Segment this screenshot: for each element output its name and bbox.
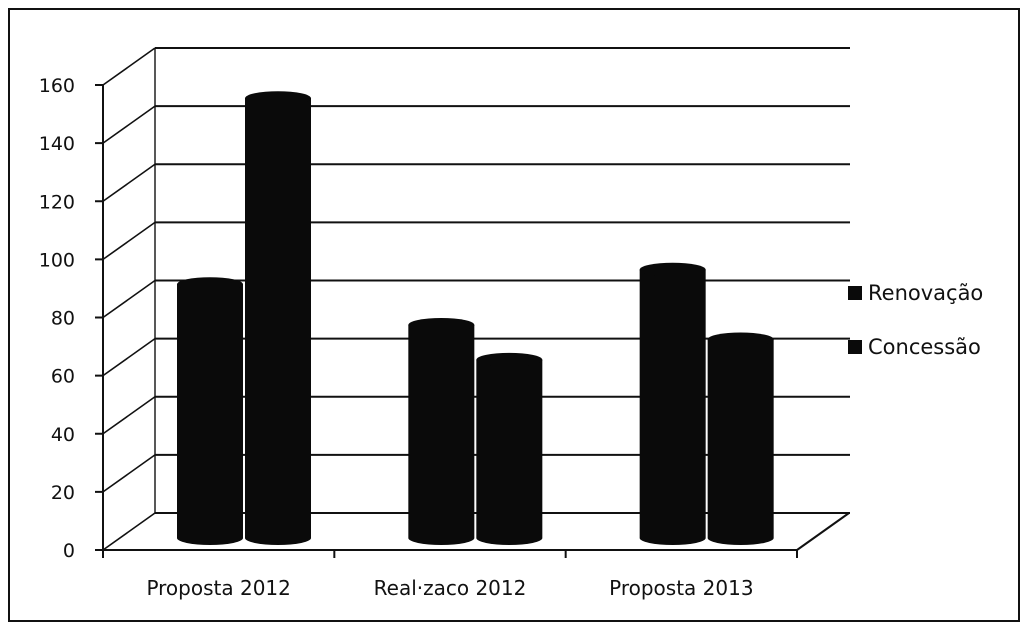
legend-swatch-concessao (848, 340, 862, 354)
bar-body (177, 284, 243, 545)
legend-swatch-renovacao (848, 286, 862, 300)
side-wall-line (102, 454, 156, 493)
side-wall-line (102, 47, 156, 86)
bar-renovacao-proposta-2012 (177, 277, 243, 545)
y-tick-label: 20 (51, 482, 75, 504)
y-tick-label: 160 (39, 75, 75, 97)
bar-cap (177, 277, 243, 292)
bar-body (639, 269, 706, 545)
bar-cap (639, 262, 706, 277)
bar-concessao-proposta-2012 (245, 91, 311, 545)
y-tick-label: 40 (51, 424, 75, 446)
bar-cap (245, 91, 311, 106)
side-wall-line (102, 337, 156, 377)
legend-label-renovacao: Renovação (868, 281, 983, 305)
legend-label-concessao: Concessão (868, 335, 981, 359)
floor-right-edge (796, 512, 850, 551)
label-layer: 0 20 40 60 80 100 120 140 160 Proposta 2012 Real·z… (39, 75, 754, 600)
bar-cap (476, 352, 543, 367)
bar-body (245, 98, 311, 545)
bar-body (707, 339, 774, 545)
bar-cap (408, 317, 475, 332)
bar-concessao-proposta-2013 (707, 332, 774, 545)
side-wall-line (102, 105, 156, 144)
bar-body (476, 359, 543, 545)
bar-renovacao-real-zaco-2012 (408, 317, 475, 545)
legend-layer: Renovação Concessão (848, 281, 983, 359)
side-wall-line (102, 221, 156, 261)
side-wall-line (102, 396, 156, 435)
side-wall-line (102, 163, 156, 202)
bar-cap (707, 332, 774, 347)
y-tick-label: 100 (39, 249, 75, 271)
side-wall-line (102, 279, 156, 319)
bar-layer (177, 91, 774, 545)
axis-layer (95, 84, 850, 558)
x-tick-label: Proposta 2012 (146, 576, 290, 600)
y-tick-label: 60 (51, 366, 75, 388)
y-tick-label: 140 (39, 133, 75, 155)
x-tick-label: Proposta 2013 (609, 576, 753, 600)
bar-renovacao-proposta-2013 (639, 262, 706, 545)
y-tick-label: 120 (39, 191, 75, 213)
side-wall-line (102, 512, 156, 551)
y-tick-label: 0 (63, 540, 75, 562)
bar-concessao-real-zaco-2012 (476, 352, 543, 545)
x-tick-label: Real·zaco 2012 (374, 576, 527, 600)
bar-body (408, 324, 475, 545)
y-tick-label: 80 (51, 308, 75, 330)
